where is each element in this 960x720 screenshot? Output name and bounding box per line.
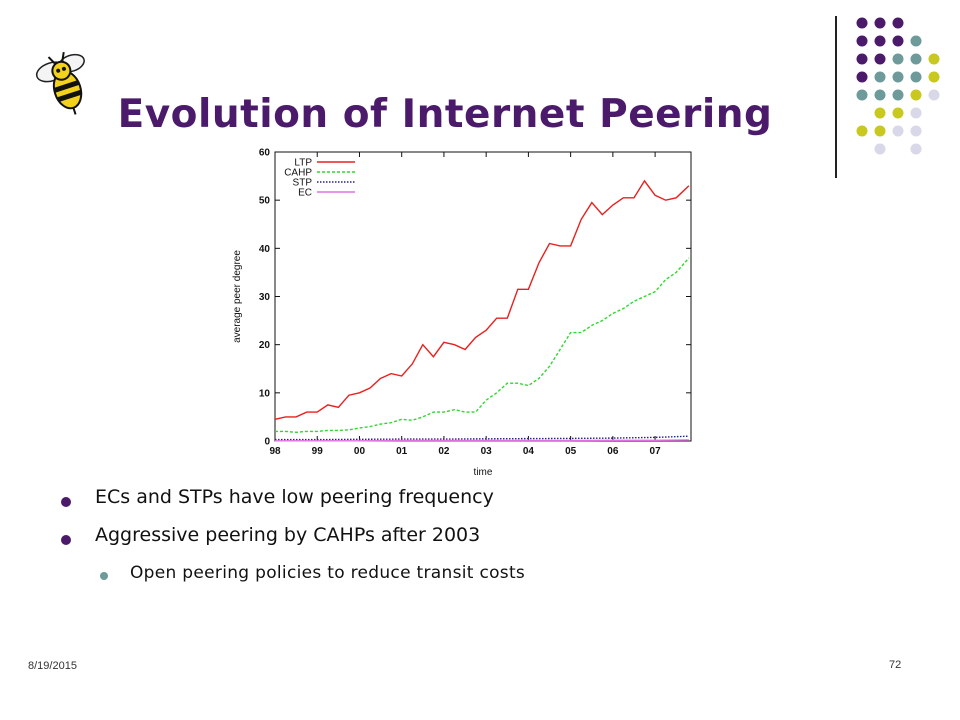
y-tick-label: 40 (259, 244, 271, 255)
legend-label-stp: STP (293, 178, 313, 189)
bullet-dot-icon (61, 535, 71, 545)
series-line-ec (275, 439, 689, 442)
decorative-dot-grid (856, 17, 940, 155)
y-tick-label: 0 (264, 437, 270, 448)
decorative-divider (835, 16, 837, 178)
x-tick-label: 07 (650, 446, 662, 457)
x-tick-label: 00 (354, 446, 366, 457)
yellow-jacket-bee-icon (35, 51, 85, 115)
x-tick-label: 02 (438, 446, 450, 457)
x-tick-label: 99 (312, 446, 324, 457)
sub-bullet-item: Open peering policies to reduce transit … (58, 562, 818, 598)
sub-bullet-text: Open peering policies to reduce transit … (130, 563, 526, 583)
bullet-dot-icon (61, 497, 71, 507)
legend-label-ltp: LTP (294, 158, 312, 169)
legend-label-cahp: CAHP (284, 168, 312, 179)
x-tick-label: 98 (269, 446, 281, 457)
plot-frame (274, 151, 692, 442)
y-tick-label: 20 (259, 340, 271, 351)
legend-label-ec: EC (298, 188, 312, 199)
x-tick-label: 01 (396, 446, 408, 457)
bullet-list: ECs and STPs have low peering frequency … (58, 486, 818, 598)
x-axis-label: time (474, 467, 493, 478)
slide-title: Evolution of Internet Peering (117, 92, 773, 137)
sub-bullet-dot-icon (100, 572, 108, 580)
y-tick-label: 50 (259, 196, 271, 207)
y-tick-label: 60 (259, 148, 271, 159)
bullet-item: Aggressive peering by CAHPs after 2003 (58, 524, 818, 562)
x-tick-label: 04 (523, 446, 535, 457)
bullet-item: ECs and STPs have low peering frequency (58, 486, 818, 524)
x-tick-label: 06 (607, 446, 619, 457)
y-tick-label: 10 (259, 388, 271, 399)
x-tick-label: 03 (481, 446, 493, 457)
slide-date: 8/19/2015 (28, 660, 77, 672)
series-line-stp (275, 435, 689, 441)
y-axis-label: average peer degree (232, 250, 243, 343)
y-tick-label: 30 (259, 292, 271, 303)
x-tick-label: 05 (565, 446, 577, 457)
series-line-ltp (274, 179, 690, 420)
bullet-text: ECs and STPs have low peering frequency (95, 486, 494, 508)
page-number: 72 (889, 659, 902, 671)
peer-degree-line-chart: 0 10 20 30 40 50 60 98 99 00 01 02 03 04 05 06 07 time ave… (232, 148, 692, 478)
series-line-cahp (275, 257, 690, 434)
bullet-text: Aggressive peering by CAHPs after 2003 (95, 524, 481, 546)
